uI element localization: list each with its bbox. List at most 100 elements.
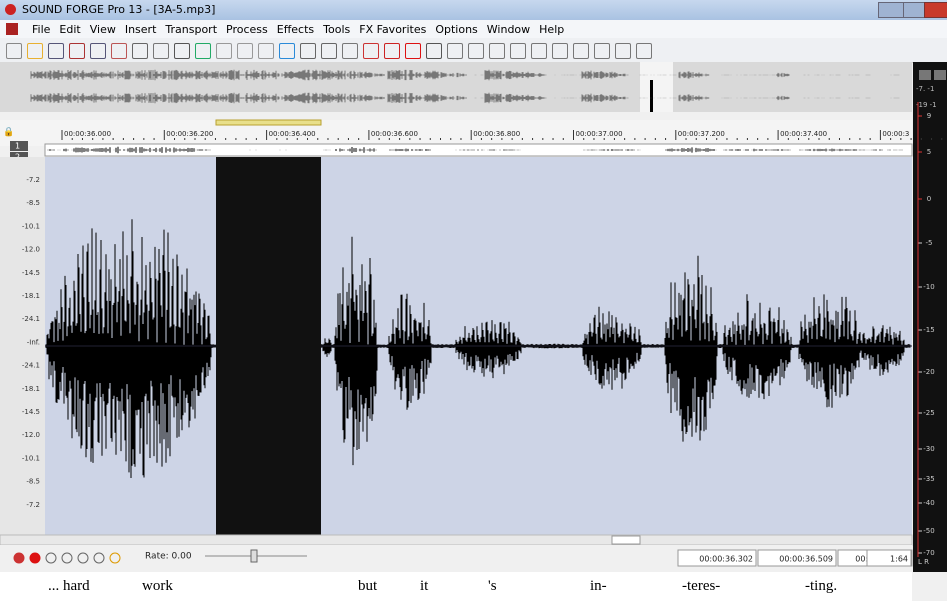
toolbar-button[interactable] <box>552 43 568 59</box>
toolbar-button[interactable] <box>69 43 85 59</box>
toolbar-button[interactable] <box>342 43 358 59</box>
menu-item[interactable]: Help <box>539 22 565 36</box>
ruler-label: 00:00:36.800 <box>473 130 520 138</box>
toolbar-button[interactable] <box>531 43 547 59</box>
status-value: 00:00:36.302 <box>699 555 753 564</box>
menu-item[interactable]: Window <box>486 22 531 36</box>
toolbar-button[interactable] <box>426 43 442 59</box>
rate-label: Rate: 0.00 <box>145 552 192 562</box>
menu-item[interactable]: Insert <box>124 22 157 36</box>
toolbar-button[interactable] <box>447 43 463 59</box>
transcript-word: -teres- <box>682 578 721 594</box>
meter-label: -15 <box>923 326 934 334</box>
meter-label: -50 <box>923 527 934 535</box>
menu-item[interactable]: Effects <box>276 22 315 36</box>
toolbar-button[interactable] <box>594 43 610 59</box>
scroll-thumb <box>611 535 641 545</box>
level-label: -12.0 <box>22 246 40 254</box>
meter-label: -25 <box>923 409 934 417</box>
menu-item[interactable]: View <box>89 22 116 36</box>
toolbar-button[interactable] <box>384 43 400 59</box>
title-bar: SOUND FORGE Pro 13 - [3A-5.mp3] <box>0 0 947 20</box>
meter-label: -70 <box>923 549 934 557</box>
status-field <box>866 549 912 567</box>
toolbar-button[interactable] <box>279 43 295 59</box>
transcript-row: ... hard work but it 's in- -teres- -ting. <box>0 572 912 601</box>
toolbar-button[interactable] <box>6 43 22 59</box>
toolbar-button[interactable] <box>636 43 652 59</box>
level-label: -14.5 <box>22 408 40 416</box>
menu-item[interactable]: FX Favorites <box>359 22 427 36</box>
toolbar-button[interactable] <box>510 43 526 59</box>
ruler-label: 00:00:36.600 <box>371 130 418 138</box>
toolbar-button[interactable] <box>90 43 106 59</box>
meter-label: -20 <box>923 368 934 376</box>
toolbar-button[interactable] <box>195 43 211 59</box>
ruler-label: 00:00:37.400 <box>780 130 827 138</box>
toolbar-button[interactable] <box>363 43 379 59</box>
menu-bar: File Edit View Insert Transport Process Effect… <box>0 20 947 38</box>
transcript-word: -ting. <box>805 578 838 594</box>
toolbar-button[interactable] <box>174 43 190 59</box>
level-label: -24.1 <box>22 315 40 323</box>
toolbar-button[interactable] <box>132 43 148 59</box>
status-value: 1:64 <box>890 555 908 564</box>
menu-item[interactable]: Edit <box>59 22 81 36</box>
toolbar-button[interactable] <box>615 43 631 59</box>
meter-peak-label: -7. -1 <box>916 85 934 93</box>
transport-button <box>109 552 121 564</box>
close-button[interactable] <box>924 2 947 18</box>
menu-item[interactable]: Process <box>226 22 268 36</box>
overview-background <box>0 62 912 112</box>
maximize-button[interactable] <box>903 2 925 18</box>
meter-label: -40 <box>923 499 934 507</box>
status-field <box>677 549 757 567</box>
meter-label: 9 <box>927 112 931 120</box>
ruler-label: 00:00:3 <box>882 130 909 138</box>
transcript-word: work <box>142 578 173 594</box>
overview-cursor <box>650 80 653 112</box>
toolbar-button[interactable] <box>27 43 43 59</box>
toolbar-button[interactable] <box>111 43 127 59</box>
ruler-label: 00:00:37.200 <box>678 130 725 138</box>
toolbar-button[interactable] <box>573 43 589 59</box>
toolbar-button[interactable] <box>216 43 232 59</box>
level-label: -18.1 <box>22 385 40 393</box>
toolbar-button[interactable] <box>300 43 316 59</box>
level-label: -12.0 <box>22 431 40 439</box>
menu-item[interactable]: Transport <box>165 22 218 36</box>
meter-label: -35 <box>923 475 934 483</box>
meter-label: -10 <box>923 283 934 291</box>
transcript-word: in- <box>590 578 607 594</box>
transcript-word: but <box>358 578 378 594</box>
menu-item[interactable]: Options <box>435 22 478 36</box>
level-axis <box>0 157 45 535</box>
toolbar-button[interactable] <box>468 43 484 59</box>
selection <box>216 157 321 535</box>
transcript-word: 's <box>488 578 497 594</box>
level-label: -14.5 <box>22 269 40 277</box>
level-label: -8.5 <box>26 199 40 207</box>
toolbar-button[interactable] <box>258 43 274 59</box>
menu-item[interactable]: Tools <box>323 22 351 36</box>
level-label: -7.2 <box>26 176 40 184</box>
toolbar-button[interactable] <box>237 43 253 59</box>
menu-item[interactable]: File <box>32 22 51 36</box>
ruler-background <box>0 120 912 146</box>
window-title: SOUND FORGE Pro 13 - [3A-5.mp3] <box>22 3 216 16</box>
level-label: -18.1 <box>22 292 40 300</box>
transport-button <box>77 552 89 564</box>
meter-channels: L R <box>918 558 929 566</box>
toolbar-button[interactable] <box>321 43 337 59</box>
level-label: -24.1 <box>22 362 40 370</box>
toolbar-button[interactable] <box>153 43 169 59</box>
level-label: -7.2 <box>26 501 40 509</box>
ruler-label: 00:00:36.200 <box>166 130 213 138</box>
transport-button <box>61 552 73 564</box>
toolbar-button[interactable] <box>48 43 64 59</box>
toolbar-button[interactable] <box>405 43 421 59</box>
transport-button <box>93 552 105 564</box>
toolbar-button[interactable] <box>489 43 505 59</box>
minimize-button[interactable] <box>878 2 904 18</box>
